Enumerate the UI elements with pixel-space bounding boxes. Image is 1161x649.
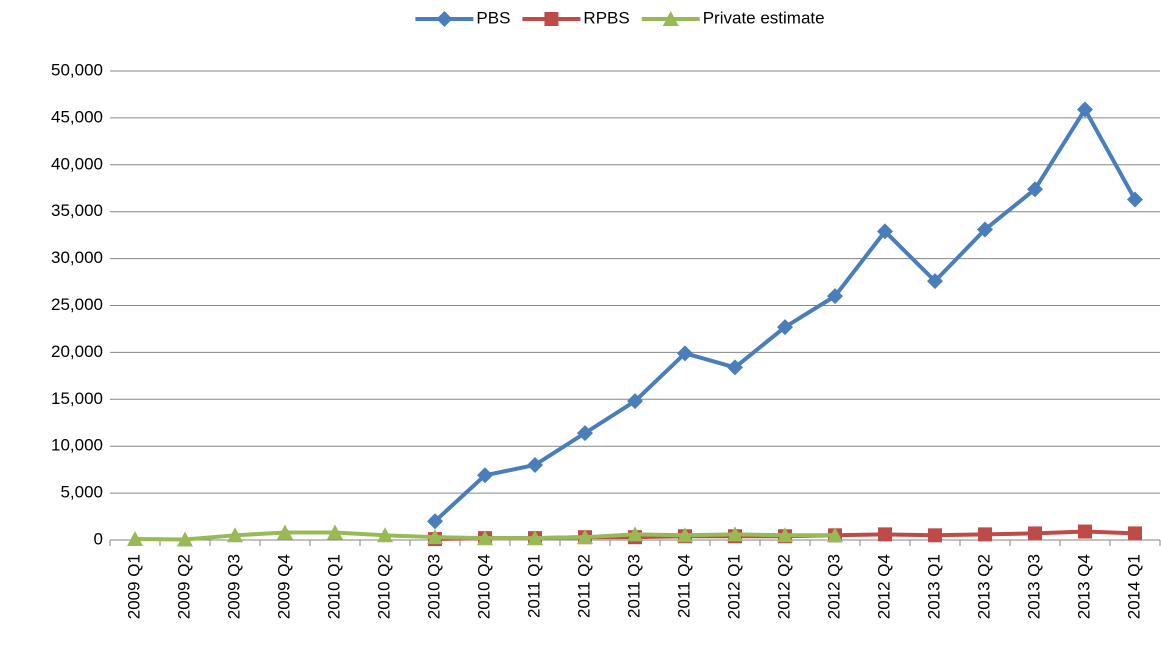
x-tick-label: 2011 Q3 xyxy=(624,554,643,618)
marker xyxy=(978,527,992,542)
marker xyxy=(627,393,643,410)
legend-label: Private estimate xyxy=(703,8,825,27)
marker xyxy=(878,527,892,542)
marker xyxy=(227,527,243,543)
x-tick-label: 2012 Q4 xyxy=(874,554,893,619)
marker xyxy=(877,223,893,240)
legend-label: RPBS xyxy=(583,8,629,27)
x-tick-label: 2014 Q1 xyxy=(1124,554,1143,619)
marker xyxy=(927,273,943,290)
legend-label: PBS xyxy=(476,8,510,27)
x-tick-label: 2011 Q1 xyxy=(524,554,543,618)
marker xyxy=(677,345,693,362)
x-tick-label: 2013 Q4 xyxy=(1074,554,1093,619)
x-tick-label: 2010 Q4 xyxy=(474,554,493,619)
y-tick-label: 50,000 xyxy=(51,60,103,79)
x-tick-label: 2009 Q2 xyxy=(174,554,193,619)
marker xyxy=(662,11,679,26)
y-tick-label: 5,000 xyxy=(60,483,103,502)
marker xyxy=(544,12,559,26)
marker xyxy=(827,527,843,543)
y-tick-label: 20,000 xyxy=(51,342,103,361)
marker xyxy=(777,319,793,336)
x-tick-label: 2011 Q2 xyxy=(574,554,593,618)
marker xyxy=(377,527,393,543)
y-tick-label: 10,000 xyxy=(51,436,103,455)
marker xyxy=(477,530,493,546)
marker xyxy=(1128,526,1142,541)
marker xyxy=(627,526,643,542)
y-tick-label: 40,000 xyxy=(51,154,103,173)
marker xyxy=(277,524,293,540)
marker xyxy=(1027,181,1043,198)
marker xyxy=(727,526,743,542)
x-tick-label: 2009 Q1 xyxy=(124,554,143,619)
x-tick-label: 2011 Q4 xyxy=(674,554,693,618)
y-tick-label: 30,000 xyxy=(51,248,103,267)
x-tick-label: 2013 Q1 xyxy=(924,554,943,619)
marker xyxy=(977,221,993,238)
x-tick-label: 2010 Q1 xyxy=(324,554,343,619)
marker xyxy=(436,11,453,27)
marker xyxy=(327,524,343,540)
marker xyxy=(527,530,543,546)
marker xyxy=(677,527,693,543)
marker xyxy=(727,359,743,376)
marker xyxy=(177,531,193,547)
x-tick-label: 2013 Q2 xyxy=(974,554,993,619)
marker xyxy=(827,288,843,305)
marker xyxy=(1127,191,1143,208)
marker xyxy=(577,425,593,442)
marker xyxy=(127,531,143,547)
x-tick-label: 2010 Q2 xyxy=(374,554,393,619)
x-tick-label: 2009 Q4 xyxy=(274,554,293,619)
y-tick-label: 25,000 xyxy=(51,295,103,314)
y-tick-label: 15,000 xyxy=(51,389,103,408)
x-tick-label: 2013 Q3 xyxy=(1024,554,1043,619)
marker xyxy=(928,528,942,543)
marker xyxy=(427,529,443,545)
marker xyxy=(777,527,793,543)
marker xyxy=(1078,524,1092,539)
marker xyxy=(1028,526,1042,541)
x-tick-label: 2010 Q3 xyxy=(424,554,443,619)
marker xyxy=(427,513,443,530)
x-tick-label: 2012 Q3 xyxy=(824,554,843,619)
x-tick-label: 2009 Q3 xyxy=(224,554,243,619)
marker xyxy=(527,456,543,473)
y-tick-label: 0 xyxy=(94,529,103,548)
y-tick-label: 45,000 xyxy=(51,107,103,126)
x-tick-label: 2012 Q1 xyxy=(724,554,743,619)
marker xyxy=(477,467,493,484)
legend: PBS RPBS Private estimate xyxy=(415,8,825,27)
series-line xyxy=(433,107,1137,523)
marker xyxy=(1077,101,1093,118)
x-tick-label: 2012 Q2 xyxy=(774,554,793,619)
y-tick-label: 35,000 xyxy=(51,201,103,220)
marker xyxy=(577,529,593,545)
